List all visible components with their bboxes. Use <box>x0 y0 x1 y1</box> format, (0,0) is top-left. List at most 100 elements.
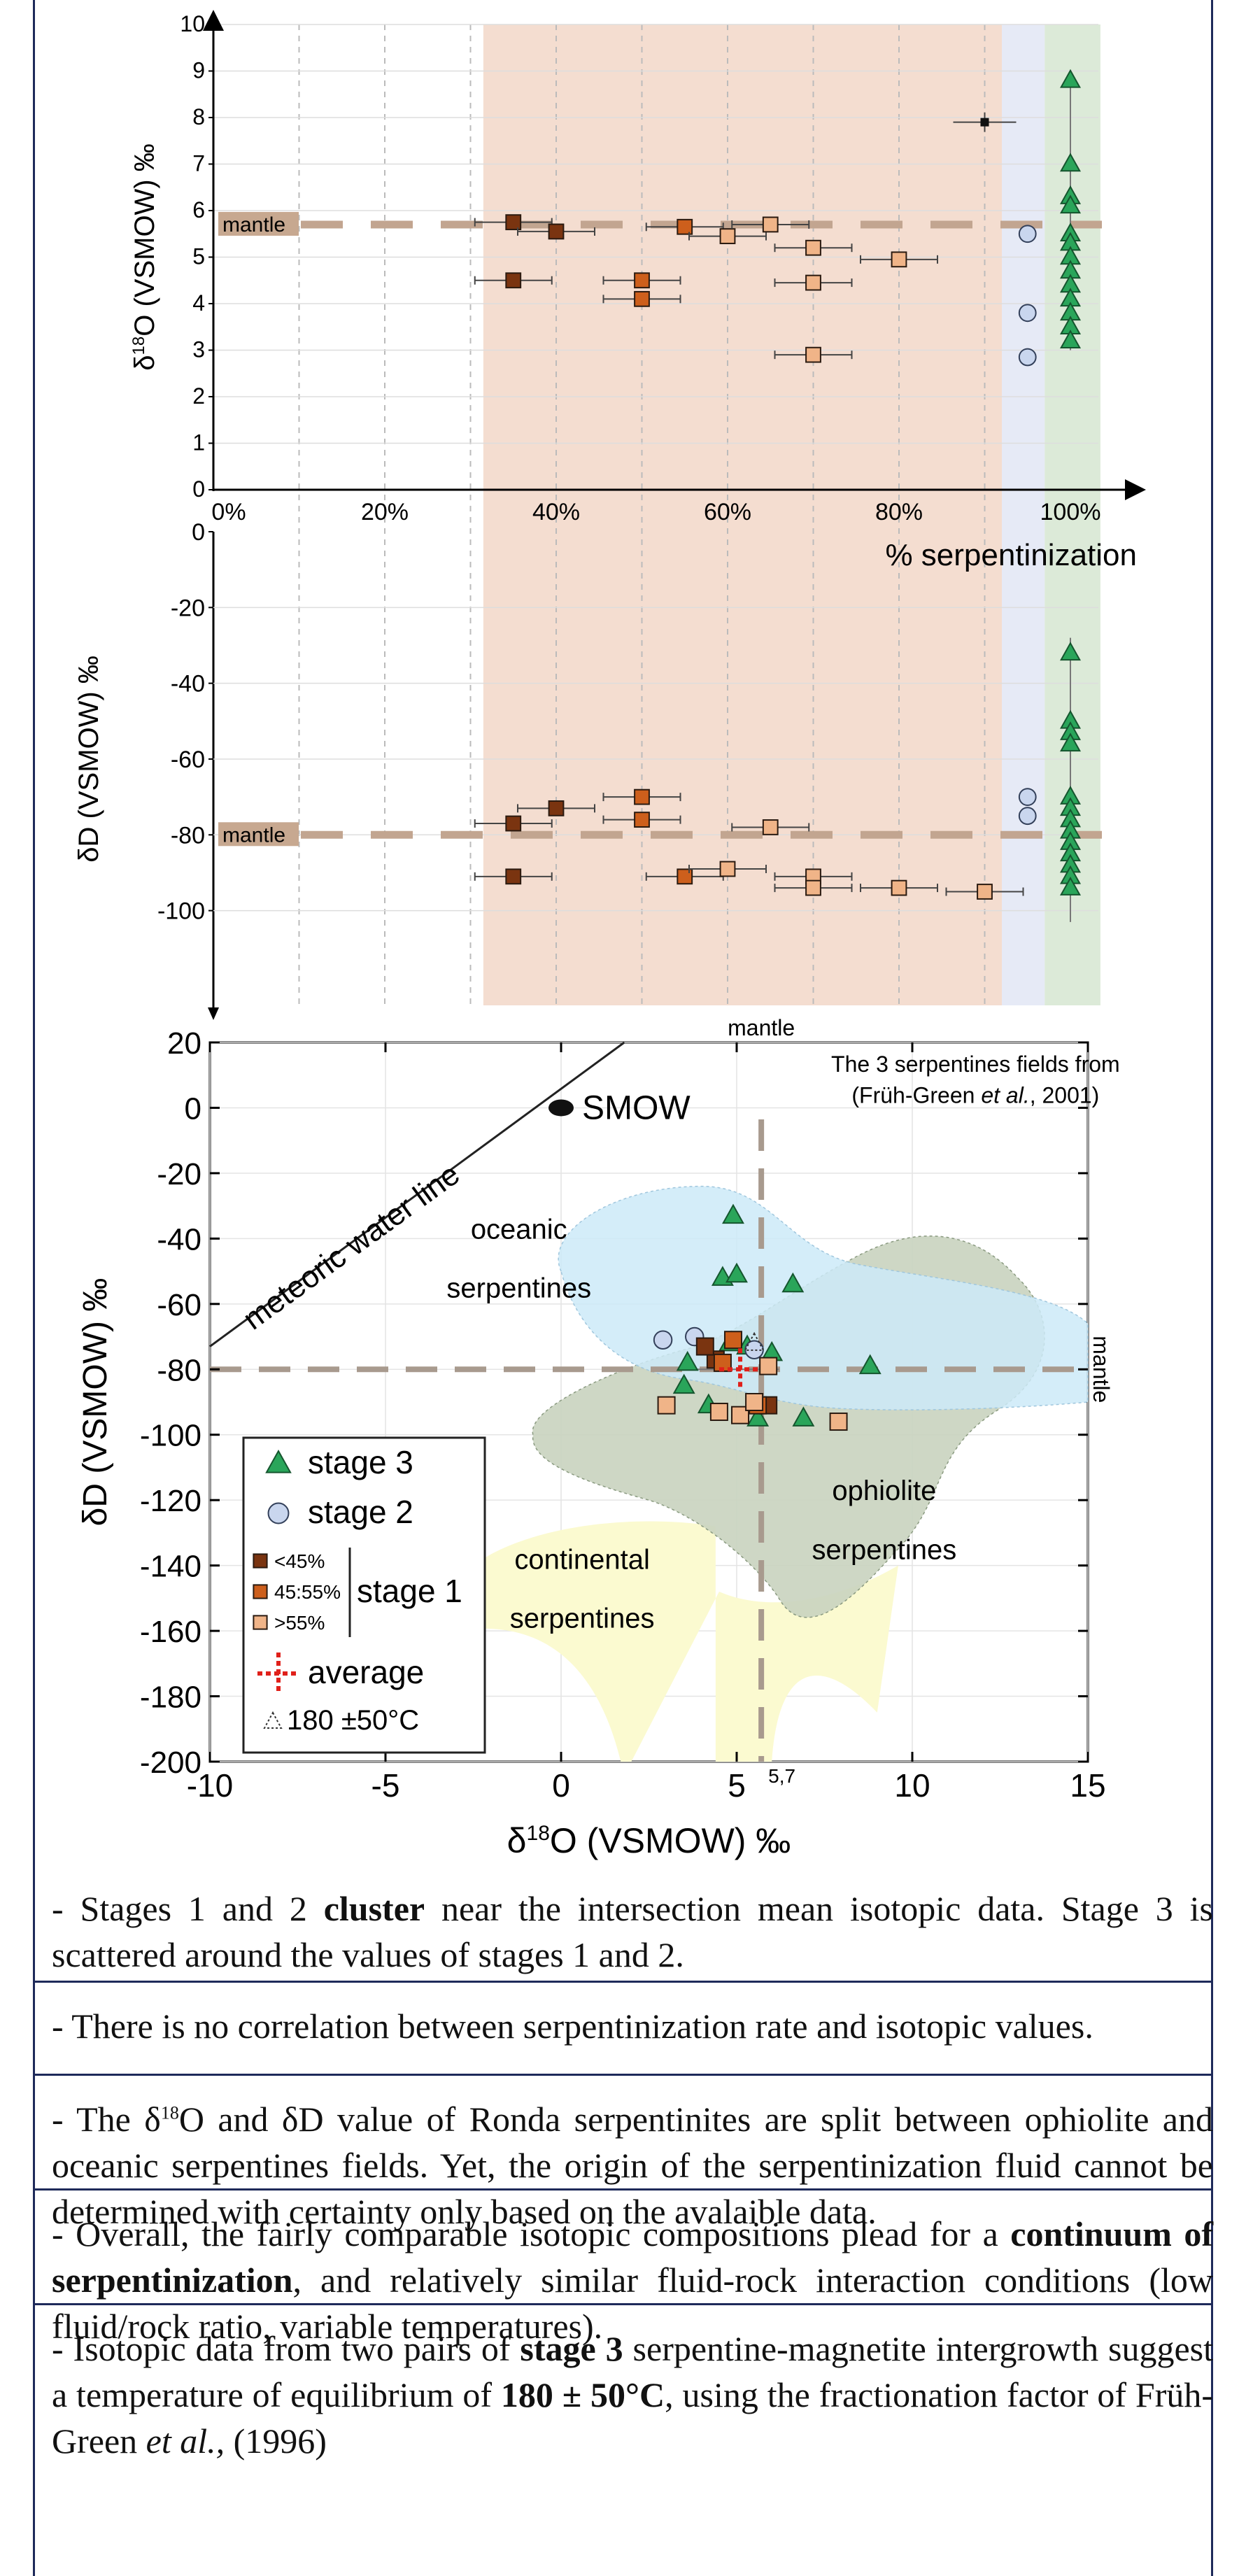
y-tick-label: 0 <box>192 519 205 546</box>
point-stage-3 <box>781 1272 805 1293</box>
mantle-label-right: mantle <box>1089 1336 1114 1403</box>
legend: stage 3 stage 2 <45% 45:55% >55% stage 1 avera… <box>242 1436 486 1754</box>
legend-lt45-label: <45% <box>274 1550 325 1572</box>
y-axis-label: δD (VSMOW) ‰ <box>73 656 104 863</box>
y-tick-label: 4 <box>192 290 205 316</box>
point-stage-2 <box>1018 807 1037 826</box>
paragraph-run: near the intersection mean isotopic data… <box>52 1889 1213 1974</box>
y-tick-label: 8 <box>192 104 205 129</box>
x-tick-label: 15 <box>1070 1767 1105 1804</box>
point-stage-3 <box>672 1373 695 1394</box>
paragraph-run: stage 3 <box>520 2329 623 2368</box>
conclusion-paragraph: - Stages 1 and 2 cluster near the inters… <box>52 1885 1213 1978</box>
paragraph-run: - The δ <box>52 2100 161 2139</box>
paragraph-run: , using the fractionation factor of Früh… <box>52 2375 1214 2461</box>
average-cross <box>719 1348 762 1391</box>
point--55- <box>805 879 821 896</box>
smow-label: SMOW <box>582 1089 691 1126</box>
point--55- <box>762 216 779 233</box>
y-tick-label: -100 <box>140 1419 201 1453</box>
legend-temp-symbol <box>263 1711 283 1729</box>
conclusion-paragraph: - The δ18O and δD value of Ronda serpent… <box>52 2096 1213 2235</box>
poster-frame-left <box>33 0 35 2576</box>
point--55- <box>805 239 821 256</box>
paragraph-divider <box>35 1981 1213 1983</box>
y-tick-label: -180 <box>140 1680 201 1715</box>
point-stage-2 <box>1018 304 1037 323</box>
point--45- <box>505 868 522 885</box>
legend-gt55-label: >55% <box>274 1612 325 1634</box>
legend-gt55-symbol <box>253 1615 268 1630</box>
point-average <box>719 1348 762 1391</box>
legend-stage-3-symbol <box>265 1449 292 1473</box>
point-stage-3 <box>725 1262 748 1283</box>
y-tick-label: 10 <box>180 11 205 36</box>
point-45-55- <box>677 218 693 235</box>
y-tick-label: 7 <box>192 151 205 176</box>
y-tick-label: -200 <box>140 1746 201 1780</box>
paragraph-run: - There is no correlation between serpen… <box>52 2007 1093 2046</box>
y-tick-label: 3 <box>192 337 205 362</box>
y-tick-label: -120 <box>140 1484 201 1518</box>
y-tick-label: -80 <box>171 822 205 849</box>
point--55- <box>977 884 993 900</box>
y-tick-label: -100 <box>157 898 205 925</box>
paragraph-run: serpentine-magnetite intergrowth suggest… <box>52 2329 1214 2414</box>
y-tick-label: 6 <box>192 197 205 222</box>
conclusion-paragraph: - There is no correlation between serpen… <box>52 2003 1213 2049</box>
y-tick-label: -60 <box>171 746 205 773</box>
paragraph-run: 180 ± 50°C <box>500 2375 665 2414</box>
point--55- <box>719 861 736 877</box>
x-tick-label: 0 <box>552 1767 570 1804</box>
x-tick-label: -5 <box>371 1767 400 1804</box>
y-tick-label: 1 <box>192 430 205 455</box>
y-axis-arrow <box>208 1007 219 1020</box>
x-axis-label: δ18O (VSMOW) ‰ <box>507 1821 791 1860</box>
point-stage-3 <box>676 1350 699 1371</box>
paragraph-run: - Stages 1 and 2 <box>52 1889 324 1928</box>
x-tick-label: 60% <box>704 499 751 525</box>
smow-point <box>548 1099 574 1117</box>
point-stage-2 <box>1018 788 1037 807</box>
y-tick-label: 9 <box>192 58 205 83</box>
point-45-55- <box>677 868 693 885</box>
point--45- <box>505 214 522 231</box>
point--45- <box>695 1337 714 1356</box>
point--55- <box>829 1413 848 1431</box>
panel-middle-deuterium: 0 -20 -40 -60 -80 -100 δD (VSMOW) ‰ mantle <box>73 519 1102 1020</box>
x-tick-label: 20% <box>361 499 409 525</box>
y-tick-label: -140 <box>140 1550 201 1584</box>
paragraph-run: et al., <box>146 2421 225 2461</box>
point-45-55- <box>634 788 650 805</box>
point--55- <box>805 346 821 363</box>
legend-temp-label: 180 ±50°C <box>287 1705 419 1736</box>
x-tick-label: 40% <box>532 499 580 525</box>
legend-box <box>242 1436 486 1754</box>
ophiolite-label-1: ophiolite <box>832 1475 936 1506</box>
y-tick-label: 0 <box>192 476 205 502</box>
x-tick-label: 100% <box>1040 499 1101 525</box>
legend-stage-3-label: stage 3 <box>308 1444 413 1480</box>
paragraph-divider <box>35 2074 1213 2076</box>
point--55- <box>709 1403 728 1422</box>
mantle-label-bg <box>218 211 299 236</box>
legend-lt45-symbol <box>253 1553 268 1569</box>
point-45-55- <box>723 1331 742 1350</box>
y-tick-label: -20 <box>171 595 205 621</box>
x-tick-label-mantle: 5,7 <box>768 1765 795 1787</box>
x-tick-label: 10 <box>894 1767 930 1804</box>
point--45- <box>505 272 522 289</box>
paragraph-run: O and δD value of Ronda serpentinites ar… <box>52 2100 1213 2231</box>
point--45- <box>548 223 565 240</box>
paragraph-run: - Overall, the fairly comparable isotopi… <box>52 2214 1011 2253</box>
point-stage-3 <box>792 1406 815 1427</box>
point--55- <box>762 819 779 835</box>
point--55- <box>759 1357 778 1375</box>
meteoric-water-line <box>209 1041 625 1347</box>
source-line-1: The 3 serpentines fields from <box>831 1052 1120 1077</box>
source-line-2: (Früh-Green et al., 2001) <box>851 1082 1099 1107</box>
point-stage-3 <box>722 1203 744 1224</box>
legend-average-label: average <box>308 1654 424 1690</box>
y-tick-label: -20 <box>157 1157 201 1191</box>
